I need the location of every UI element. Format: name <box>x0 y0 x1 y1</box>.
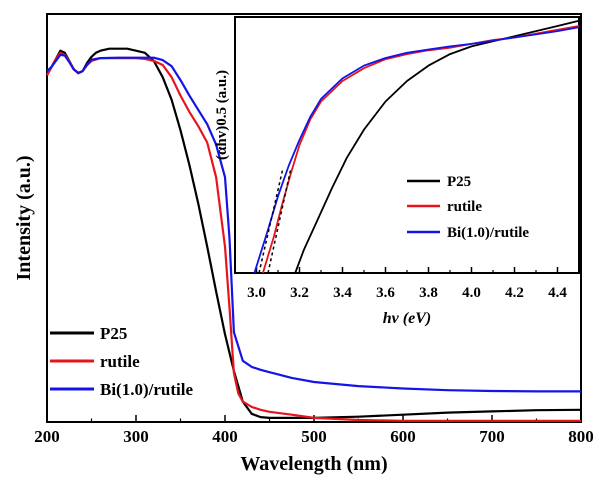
main-series-group <box>46 47 582 422</box>
inset-plot-background <box>235 17 579 273</box>
inset-legend: P25 rutile Bi(1.0)/rutile <box>407 174 529 241</box>
main-x-tick-label: 600 <box>390 427 416 446</box>
inset-x-tick-label: 4.4 <box>548 285 567 301</box>
main-x-axis: 200 300 400 500 600 700 800 <box>34 415 594 446</box>
inset-legend-label-bi: Bi(1.0)/rutile <box>447 225 529 241</box>
inset-x-tick-label: 3.2 <box>290 285 309 301</box>
inset-x-tick-label: 3.8 <box>419 285 438 301</box>
main-x-tick-label: 800 <box>568 427 594 446</box>
main-x-axis-title: Wavelength (nm) <box>240 453 387 475</box>
inset-x-tick-label: 3.4 <box>333 285 352 301</box>
main-y-axis-title: Intensity (a.u.) <box>13 155 35 280</box>
main-legend: P25 rutile Bi(1.0)/rutile <box>50 324 193 399</box>
main-x-tick-label: 200 <box>34 427 60 446</box>
inset-x-tick-label: 3.0 <box>247 285 266 301</box>
inset-x-axis-title: hv (eV) <box>383 310 431 327</box>
inset-legend-label-p25: P25 <box>447 174 471 190</box>
inset-series-group <box>253 19 580 274</box>
inset-legend-label-rutile: rutile <box>447 199 482 215</box>
legend-label-bi: Bi(1.0)/rutile <box>100 380 193 399</box>
main-x-tick-label: 400 <box>212 427 238 446</box>
inset-x-tick-label: 3.6 <box>376 285 395 301</box>
main-x-tick-label: 700 <box>479 427 505 446</box>
inset-series-p25 <box>294 19 580 274</box>
inset-x-tick-label: 4.2 <box>505 285 524 301</box>
main-x-tick-label: 300 <box>123 427 149 446</box>
legend-label-p25: P25 <box>100 324 127 343</box>
legend-label-rutile: rutile <box>100 352 140 371</box>
inset-y-axis-title: (αhv)0.5 (a.u.) <box>214 70 230 160</box>
inset-x-tick-label: 4.0 <box>462 285 481 301</box>
main-x-tick-label: 500 <box>301 427 327 446</box>
main-series-bi-1-0-rutile <box>46 53 581 393</box>
inset-x-axis: 3.0 3.2 3.4 3.6 3.8 4.0 4.2 4.4 <box>247 267 567 301</box>
inset-series-bi-1-0-rutile <box>253 26 580 274</box>
